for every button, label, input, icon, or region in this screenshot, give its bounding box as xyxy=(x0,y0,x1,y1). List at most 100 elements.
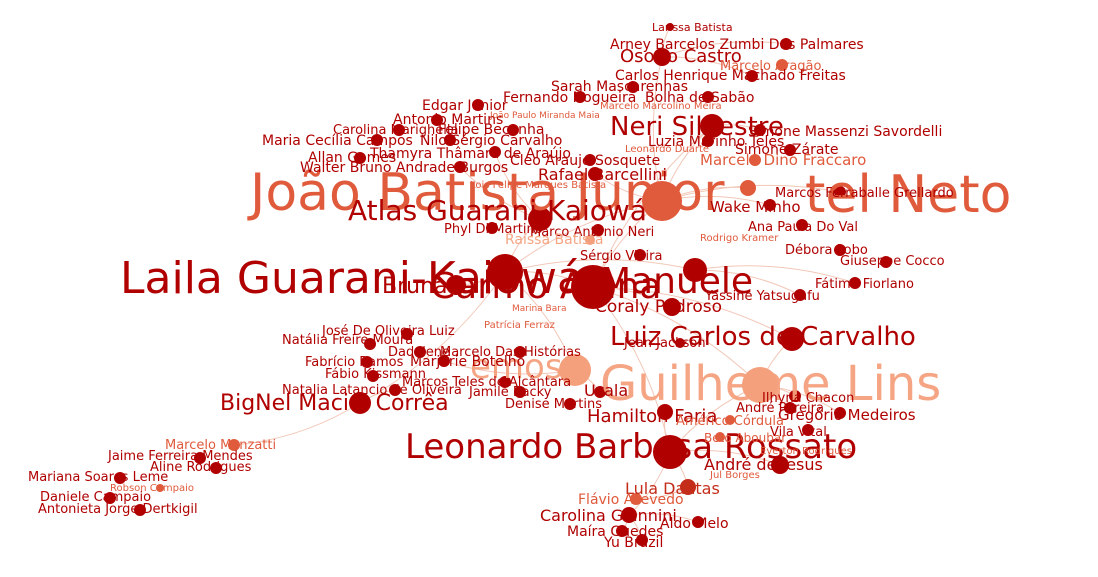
node-nilo[interactable] xyxy=(444,134,456,146)
node-andre[interactable] xyxy=(771,456,789,474)
node-antonieta[interactable] xyxy=(134,504,146,516)
node-emos[interactable] xyxy=(559,354,591,386)
node-allan[interactable] xyxy=(354,152,366,164)
node-maira[interactable] xyxy=(616,525,628,537)
node-simone[interactable] xyxy=(754,124,766,136)
node-joao[interactable] xyxy=(642,181,682,221)
node-gregorio[interactable] xyxy=(834,407,846,419)
node-marcelodh[interactable] xyxy=(514,346,526,358)
node-lula[interactable] xyxy=(680,479,696,495)
node-mariacecilia[interactable] xyxy=(371,134,383,146)
node-americo[interactable] xyxy=(725,415,735,425)
node-aldo[interactable] xyxy=(692,516,704,528)
node-daniele[interactable] xyxy=(104,492,116,504)
node-giuseppe[interactable] xyxy=(880,256,892,268)
node-wake[interactable] xyxy=(764,199,776,211)
node-luiz[interactable] xyxy=(780,327,804,351)
node-walter[interactable] xyxy=(454,161,466,173)
node-label-edgar: Edgar Junior xyxy=(422,98,508,114)
node-atlas[interactable] xyxy=(528,207,552,231)
node-label-ana: Ana Paula Do Val xyxy=(748,220,858,235)
node-dadalene[interactable] xyxy=(414,346,426,358)
node-carolinam[interactable] xyxy=(393,124,405,136)
node-robson[interactable] xyxy=(156,484,164,492)
node-fernando[interactable] xyxy=(574,91,586,103)
node-rafael[interactable] xyxy=(588,167,602,181)
node-carlosh[interactable] xyxy=(746,70,758,82)
node-bruna[interactable] xyxy=(446,275,466,295)
node-label-denise: Denise Martins xyxy=(505,397,602,412)
graph-edge xyxy=(359,271,506,404)
node-phyl[interactable] xyxy=(486,222,498,234)
node-label-fabricio: Fabrício Ramos xyxy=(305,355,404,370)
node-neri[interactable] xyxy=(700,114,724,138)
node-yassine[interactable] xyxy=(794,289,806,301)
graph-edge xyxy=(504,200,663,273)
node-fatima[interactable] xyxy=(849,277,861,289)
node-natalia[interactable] xyxy=(364,338,376,350)
node-sarah[interactable] xyxy=(627,81,639,93)
node-sergio[interactable] xyxy=(634,249,646,261)
node-bolha[interactable] xyxy=(702,91,714,103)
node-marjorie[interactable] xyxy=(438,355,450,367)
node-arney[interactable] xyxy=(780,38,792,50)
node-uzala[interactable] xyxy=(594,386,606,398)
node-label-simonez: Simone Zárate xyxy=(735,142,839,158)
node-label-robson: Robson Campaio xyxy=(110,483,194,494)
node-marcelod[interactable] xyxy=(749,154,761,166)
node-andrep[interactable] xyxy=(784,402,796,414)
node-label-aldo: Aldo Melo xyxy=(660,516,729,532)
node-larissa[interactable] xyxy=(666,23,674,31)
node-edgar[interactable] xyxy=(472,99,484,111)
node-debora[interactable] xyxy=(834,244,846,256)
node-jose[interactable] xyxy=(401,328,413,340)
node-marcos[interactable] xyxy=(834,186,846,198)
node-yuri[interactable] xyxy=(636,534,648,546)
node-coraly[interactable] xyxy=(663,298,681,316)
node-mariana[interactable] xyxy=(114,472,126,484)
node-flavio[interactable] xyxy=(630,493,642,505)
node-marco[interactable] xyxy=(592,224,604,236)
node-manuele[interactable] xyxy=(683,258,707,282)
graph-edge xyxy=(694,265,856,284)
node-jamile[interactable] xyxy=(514,386,526,398)
minor-node-label: Marcelo Marcolino Meira xyxy=(600,101,722,112)
node-raissa[interactable] xyxy=(585,235,595,245)
node-thamyra[interactable] xyxy=(489,146,501,158)
node-marceloa[interactable] xyxy=(776,59,788,71)
node-leonardo[interactable] xyxy=(653,435,687,469)
node-beto[interactable] xyxy=(715,432,725,442)
node-vila[interactable] xyxy=(802,424,814,436)
node-marcost[interactable] xyxy=(499,376,511,388)
node-marcelom[interactable] xyxy=(228,439,240,451)
node-aline[interactable] xyxy=(210,462,222,474)
node-antonio[interactable] xyxy=(431,114,443,126)
node-natalial[interactable] xyxy=(389,384,401,396)
node-fabricio[interactable] xyxy=(361,356,373,368)
node-ilhyna[interactable] xyxy=(789,390,801,402)
node-guilheme[interactable] xyxy=(742,367,778,403)
node-carolina[interactable] xyxy=(621,507,637,523)
node-luzia[interactable] xyxy=(702,135,714,147)
node-label-lula: Lula Dantas xyxy=(625,479,720,498)
node-jaime[interactable] xyxy=(194,452,206,464)
node-fabio[interactable] xyxy=(367,370,379,382)
node-osorio[interactable] xyxy=(653,48,671,66)
node-cleo[interactable] xyxy=(584,154,596,166)
node-bignel[interactable] xyxy=(349,392,371,414)
node-label-fabio: Fábio Kissmann xyxy=(325,367,426,382)
node-simonez[interactable] xyxy=(784,144,796,156)
node-laila[interactable] xyxy=(487,254,523,290)
node-label-mariacecilia: Maria Cecília Campos xyxy=(262,133,413,149)
node-label-bolha: Bolha de Sabão xyxy=(645,90,754,106)
node-hamilton[interactable] xyxy=(657,404,673,420)
node-felipe[interactable] xyxy=(507,124,519,136)
node-ana[interactable] xyxy=(796,219,808,231)
node-jean[interactable] xyxy=(675,338,685,348)
node-label-laila: Laila Guarani-Kaiowá xyxy=(120,253,584,304)
node-tel[interactable] xyxy=(740,180,756,196)
node-carmo[interactable] xyxy=(571,265,615,309)
node-denise[interactable] xyxy=(564,398,576,410)
node-label-marcelodh: Marcelo Das Histórias xyxy=(440,345,581,360)
node-layer xyxy=(104,23,892,546)
